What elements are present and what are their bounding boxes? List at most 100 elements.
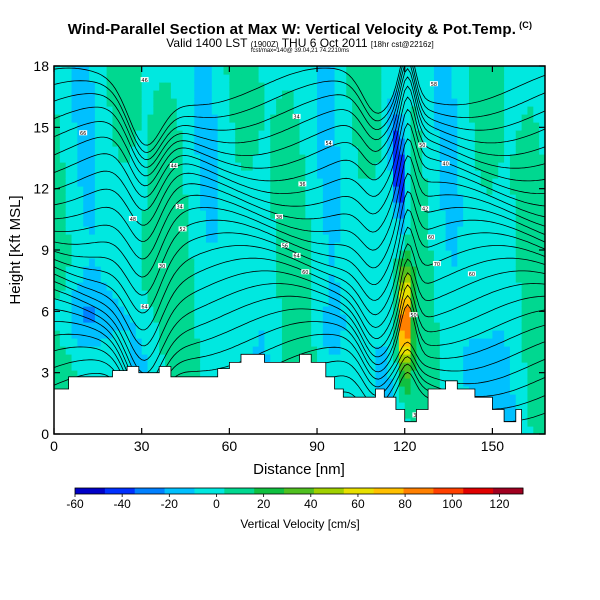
- field-cell: [469, 66, 476, 75]
- field-cell: [65, 186, 73, 195]
- field-cell: [153, 146, 160, 155]
- field-cell: [486, 322, 493, 331]
- field-cell: [480, 82, 488, 91]
- field-cell: [200, 210, 207, 219]
- field-cell: [445, 346, 453, 355]
- field-cell: [439, 234, 447, 243]
- field-cell: [112, 266, 119, 275]
- field-cell: [124, 258, 131, 267]
- field-cell: [176, 338, 184, 347]
- field-cell: [281, 114, 289, 123]
- field-cell: [124, 114, 131, 123]
- field-cell: [89, 290, 96, 299]
- field-cell: [252, 178, 260, 187]
- field-cell: [100, 290, 108, 299]
- field-cell: [129, 290, 137, 299]
- field-cell: [211, 346, 219, 355]
- field-cell: [527, 202, 534, 211]
- field-cell: [71, 202, 78, 211]
- field-cell: [480, 370, 488, 379]
- field-cell: [135, 154, 143, 163]
- field-cell: [346, 162, 353, 171]
- field-cell: [322, 178, 330, 187]
- field-cell: [281, 338, 289, 347]
- field-cell: [340, 146, 347, 155]
- field-cell: [369, 170, 377, 179]
- field-cell: [293, 282, 301, 291]
- field-cell: [515, 282, 523, 291]
- field-cell: [229, 170, 236, 179]
- field-cell: [141, 202, 149, 211]
- field-cell: [194, 346, 201, 355]
- field-cell: [463, 202, 470, 211]
- field-cell: [270, 282, 277, 291]
- field-cell: [124, 234, 131, 243]
- field-cell: [258, 162, 266, 171]
- field-cell: [112, 306, 119, 315]
- field-cell: [404, 354, 412, 363]
- field-cell: [94, 106, 102, 115]
- field-cell: [258, 170, 266, 179]
- field-cell: [141, 298, 149, 307]
- field-cell: [276, 330, 283, 339]
- contour-label-bg: [421, 205, 430, 211]
- field-cell: [194, 290, 201, 299]
- field-cell: [205, 122, 213, 131]
- field-cell: [124, 106, 131, 115]
- field-cell: [509, 82, 517, 91]
- field-cell: [252, 66, 260, 75]
- field-cell: [346, 322, 353, 331]
- field-cell: [428, 250, 435, 259]
- field-cell: [235, 106, 242, 115]
- field-cell: [141, 218, 149, 227]
- field-cell: [381, 82, 388, 91]
- field-cell: [410, 386, 418, 395]
- field-cell: [246, 282, 254, 291]
- field-cell: [229, 154, 236, 163]
- field-cell: [539, 314, 545, 323]
- field-cell: [118, 226, 125, 235]
- field-cell: [311, 354, 318, 363]
- field-cell: [276, 194, 283, 203]
- field-cell: [527, 322, 534, 331]
- field-cell: [533, 338, 540, 347]
- field-cell: [159, 226, 166, 235]
- field-cell: [71, 226, 78, 235]
- field-cell: [77, 106, 84, 115]
- field-cell: [533, 346, 540, 355]
- field-cell: [182, 354, 190, 363]
- field-cell: [153, 258, 160, 267]
- field-cell: [188, 258, 195, 267]
- field-cell: [200, 162, 207, 171]
- field-cell: [71, 258, 78, 267]
- field-cell: [159, 210, 166, 219]
- field-cell: [328, 338, 336, 347]
- field-cell: [170, 106, 178, 115]
- field-cell: [176, 250, 184, 259]
- field-cell: [170, 138, 178, 147]
- field-cell: [410, 242, 418, 251]
- field-cell: [94, 282, 102, 291]
- field-cell: [200, 370, 207, 379]
- field-cell: [463, 114, 470, 123]
- field-cell: [165, 322, 172, 331]
- field-cell: [352, 186, 359, 195]
- field-cell: [118, 138, 125, 147]
- field-cell: [65, 266, 73, 275]
- field-cell: [129, 194, 137, 203]
- field-cell: [252, 266, 260, 275]
- field-cell: [112, 162, 119, 171]
- field-cell: [200, 258, 207, 267]
- field-cell: [235, 234, 242, 243]
- field-cell: [504, 114, 511, 123]
- field-cell: [422, 250, 429, 259]
- field-cell: [106, 290, 114, 299]
- field-cell: [235, 122, 242, 131]
- field-cell: [170, 82, 178, 91]
- field-cell: [165, 282, 172, 291]
- field-cell: [241, 274, 248, 283]
- theta-contour-line: [54, 243, 545, 347]
- field-cell: [416, 274, 423, 283]
- field-cell: [159, 290, 166, 299]
- field-cell: [153, 122, 160, 131]
